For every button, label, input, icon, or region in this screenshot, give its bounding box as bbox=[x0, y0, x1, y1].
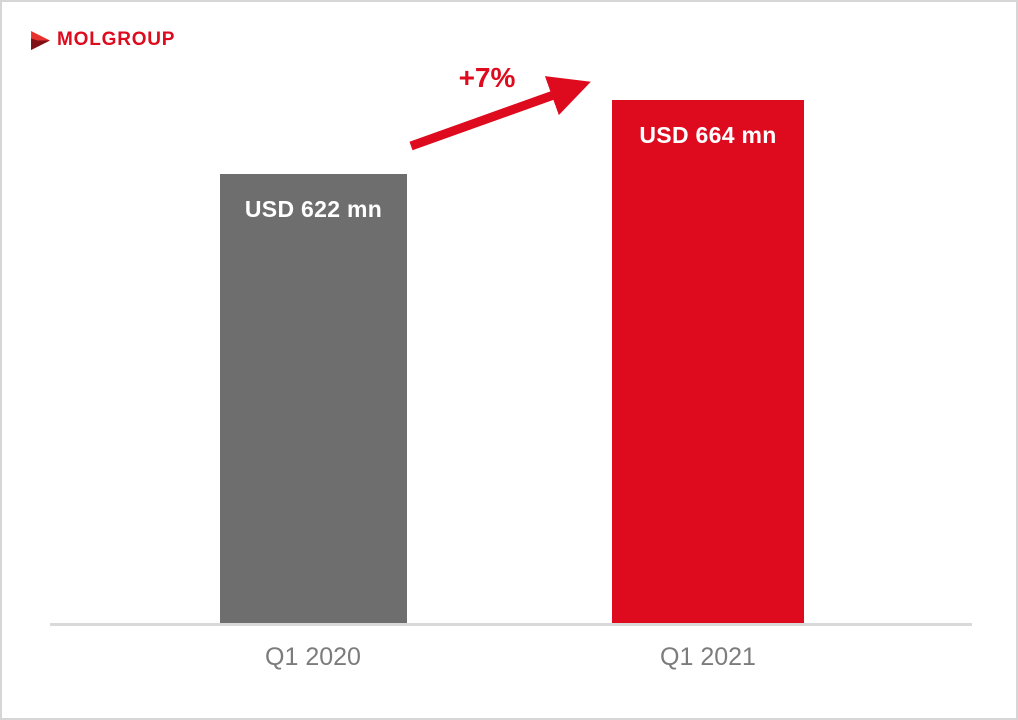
x-axis-label-q1-2020: Q1 2020 bbox=[265, 643, 361, 671]
x-axis-line bbox=[50, 623, 972, 626]
growth-annotation: +7% bbox=[458, 62, 516, 93]
bar-q1-2020-value-label: USD 622 mn bbox=[244, 196, 383, 222]
molgroup-logo: MOLGROUP bbox=[30, 29, 175, 51]
play-triangle-icon bbox=[31, 30, 50, 50]
x-axis-label-q1-2021: Q1 2021 bbox=[660, 643, 756, 671]
bar-q1-2021-value-label: USD 664 mn bbox=[639, 122, 777, 148]
growth-arrow-icon bbox=[409, 76, 591, 151]
bar-q1-2020: USD 622 mn bbox=[220, 174, 407, 624]
logo-text: MOLGROUP bbox=[57, 29, 176, 50]
bar-q1-2021: USD 664 mn bbox=[612, 100, 804, 624]
